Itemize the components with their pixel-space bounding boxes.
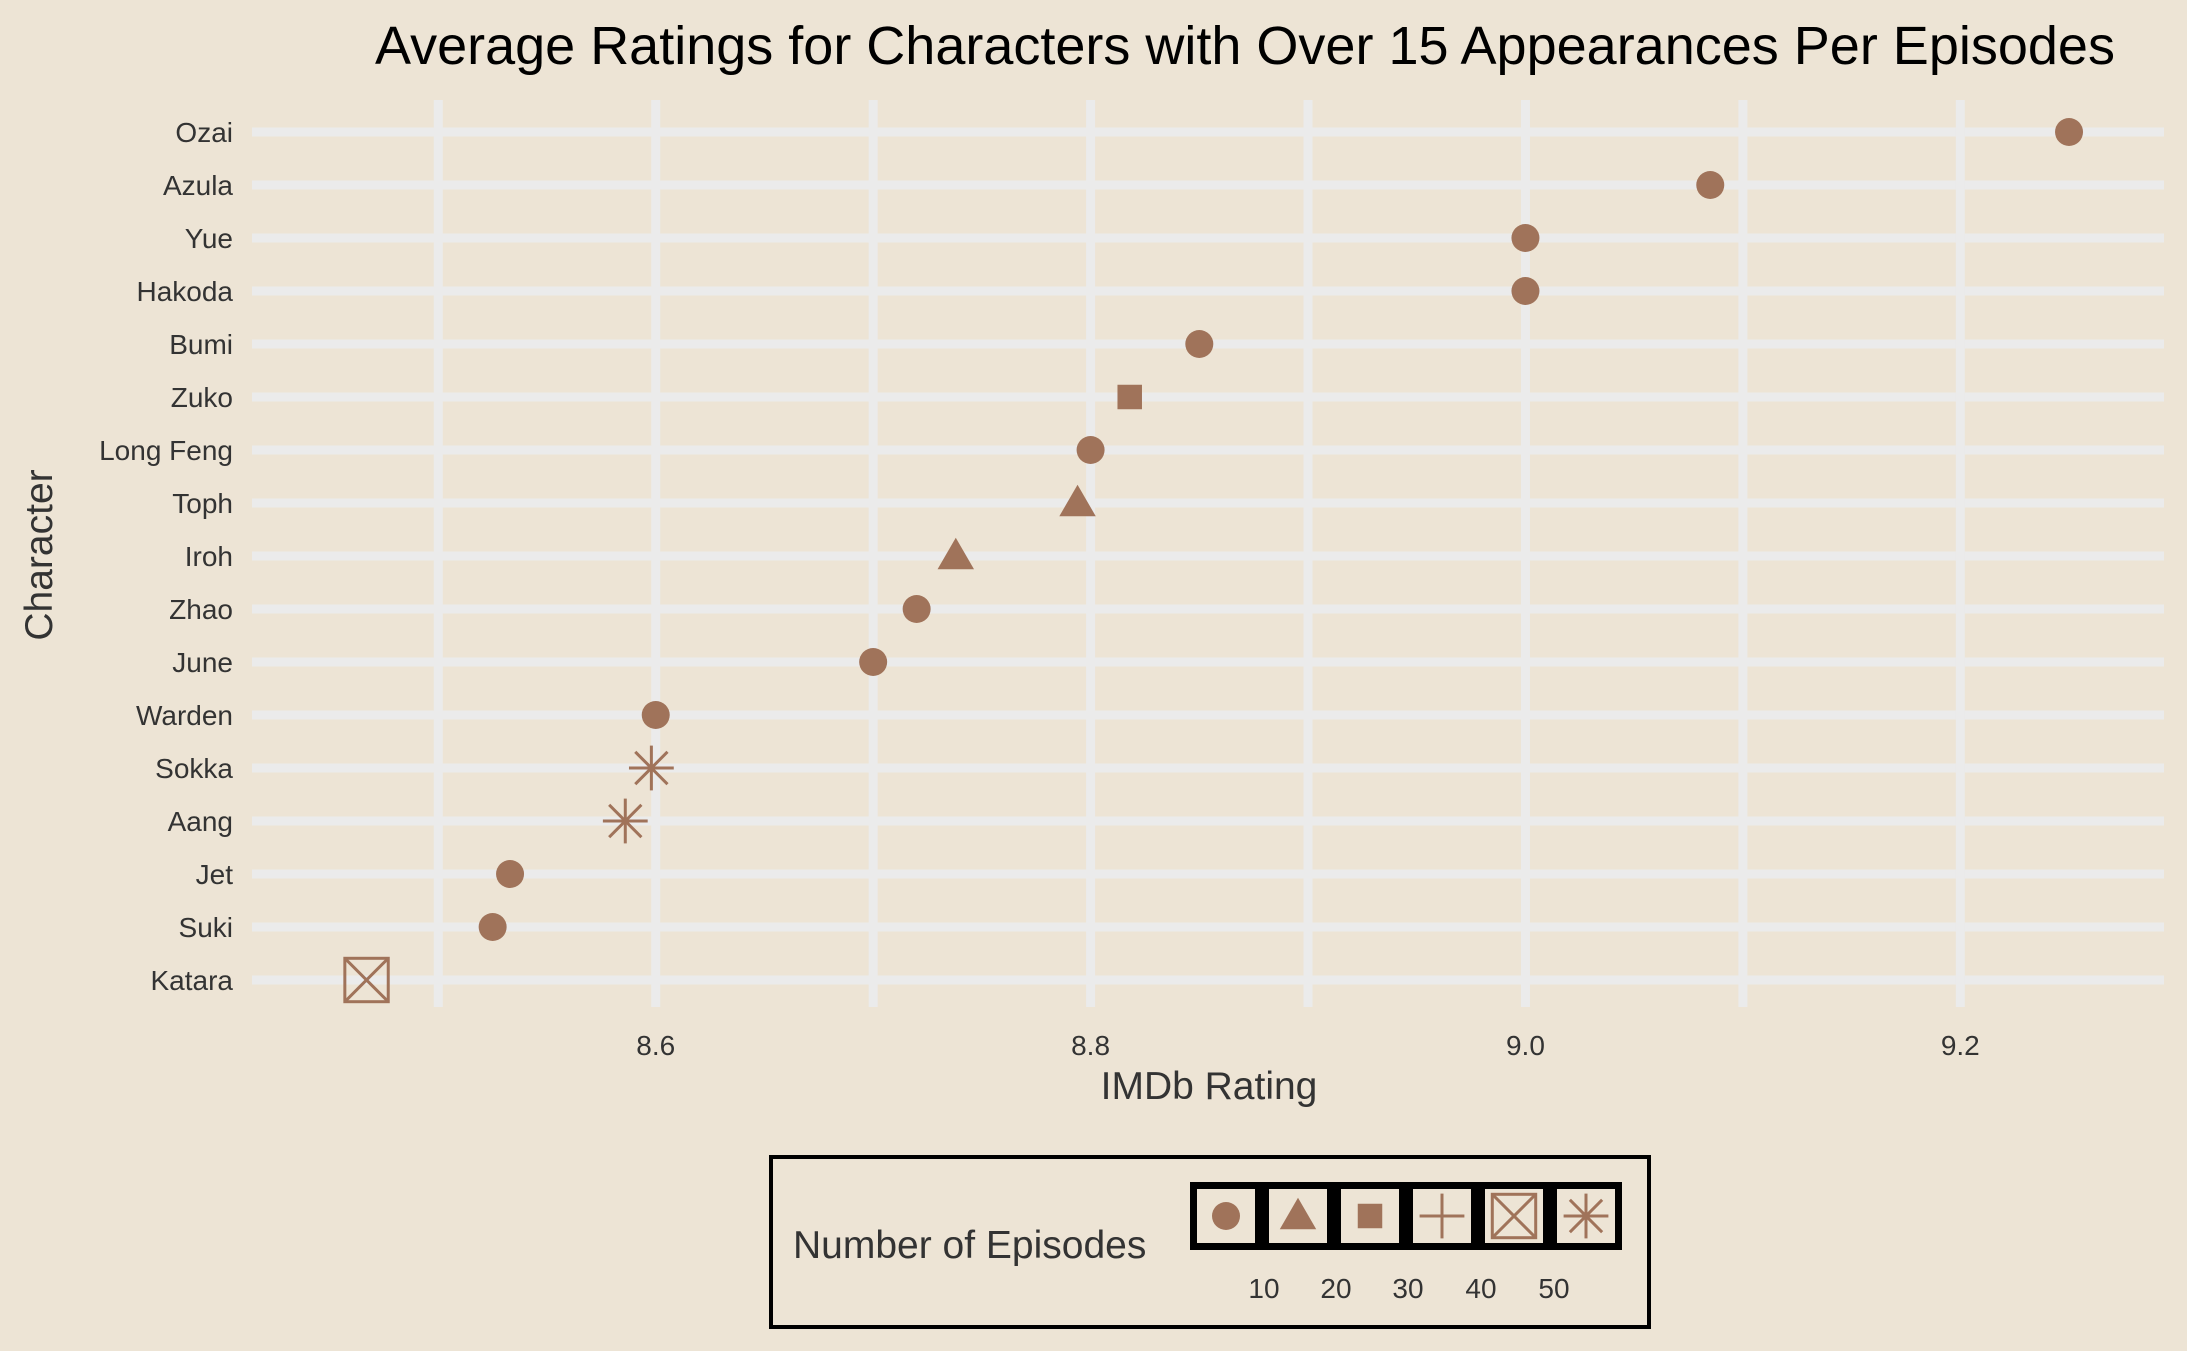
y-tick-label: Warden: [136, 700, 233, 731]
y-tick-label: Suki: [179, 912, 233, 943]
marker-june: [859, 648, 888, 676]
legend-label: 40: [1465, 1273, 1496, 1304]
legend-label: 50: [1538, 1273, 1569, 1304]
y-tick-label: Hakoda: [136, 276, 233, 307]
marker-hakoda: [1511, 277, 1540, 305]
legend-key-boxed-x: [1490, 1192, 1538, 1240]
marker-katara: [343, 956, 390, 1004]
marker-iroh: [937, 537, 975, 570]
legend-box: [769, 1155, 1651, 1329]
y-tick-label: Long Feng: [99, 435, 233, 466]
legend-label: 20: [1320, 1273, 1351, 1304]
y-tick-label: Toph: [172, 488, 233, 519]
marker-aang: [602, 798, 648, 844]
y-tick-label: Ozai: [175, 117, 233, 148]
legend-title: Number of Episodes: [793, 1224, 1146, 1267]
legend-keys: [1190, 1182, 1622, 1250]
y-tick-label: Katara: [151, 965, 234, 996]
legend-key-strip: [1190, 1182, 1622, 1250]
chart-title: Average Ratings for Characters with Over…: [375, 16, 2115, 76]
y-tick-label: Jet: [196, 859, 234, 890]
x-axis-title: IMDb Rating: [1101, 1065, 1318, 1108]
x-tick-labels: 8.6 8.8 9.0 9.2: [636, 1030, 1980, 1061]
y-tick-label: Sokka: [155, 753, 233, 784]
y-tick-label: Yue: [185, 223, 233, 254]
legend-key-square: [1357, 1203, 1383, 1229]
y-tick-label: Azula: [163, 170, 233, 201]
y-tick-label: Zhao: [169, 594, 233, 625]
legend: Number of Episodes 10 20 30 40 50: [769, 1155, 1651, 1329]
data-markers: [343, 118, 2084, 1004]
marker-suki: [478, 913, 507, 941]
y-axis-title: Character: [18, 469, 61, 640]
y-tick-label: Bumi: [169, 329, 233, 360]
marker-yue: [1511, 224, 1540, 252]
marker-azula: [1696, 171, 1725, 199]
legend-key-asterisk: [1563, 1193, 1609, 1239]
marker-bumi: [1185, 330, 1214, 358]
marker-jet: [496, 860, 525, 888]
x-tick-label: 8.8: [1071, 1030, 1110, 1061]
marker-long-feng: [1076, 436, 1105, 464]
y-tick-labels: Ozai Azula Yue Hakoda Bumi Zuko Long Feng Toph I…: [99, 117, 233, 996]
marker-ozai: [2055, 118, 2084, 146]
x-tick-label: 9.0: [1506, 1030, 1545, 1061]
legend-label: 10: [1248, 1273, 1279, 1304]
y-tick-label: Zuko: [171, 382, 233, 413]
y-tick-label: Aang: [168, 806, 233, 837]
marker-warden: [641, 701, 670, 729]
y-tick-label: June: [172, 647, 233, 678]
legend-key-plus: [1419, 1193, 1465, 1239]
marker-sokka: [628, 745, 674, 791]
legend-key-triangle: [1279, 1197, 1317, 1230]
marker-toph: [1059, 484, 1096, 517]
legend-key-circle: [1212, 1202, 1240, 1230]
marker-zhao: [902, 595, 931, 623]
legend-labels: 10 20 30 40 50: [1248, 1273, 1569, 1304]
plot-grid: [252, 100, 2164, 1007]
marker-zuko: [1117, 384, 1142, 410]
x-tick-label: 9.2: [1941, 1030, 1980, 1061]
y-tick-label: Iroh: [185, 541, 233, 572]
legend-label: 30: [1392, 1273, 1423, 1304]
x-tick-label: 8.6: [636, 1030, 675, 1061]
